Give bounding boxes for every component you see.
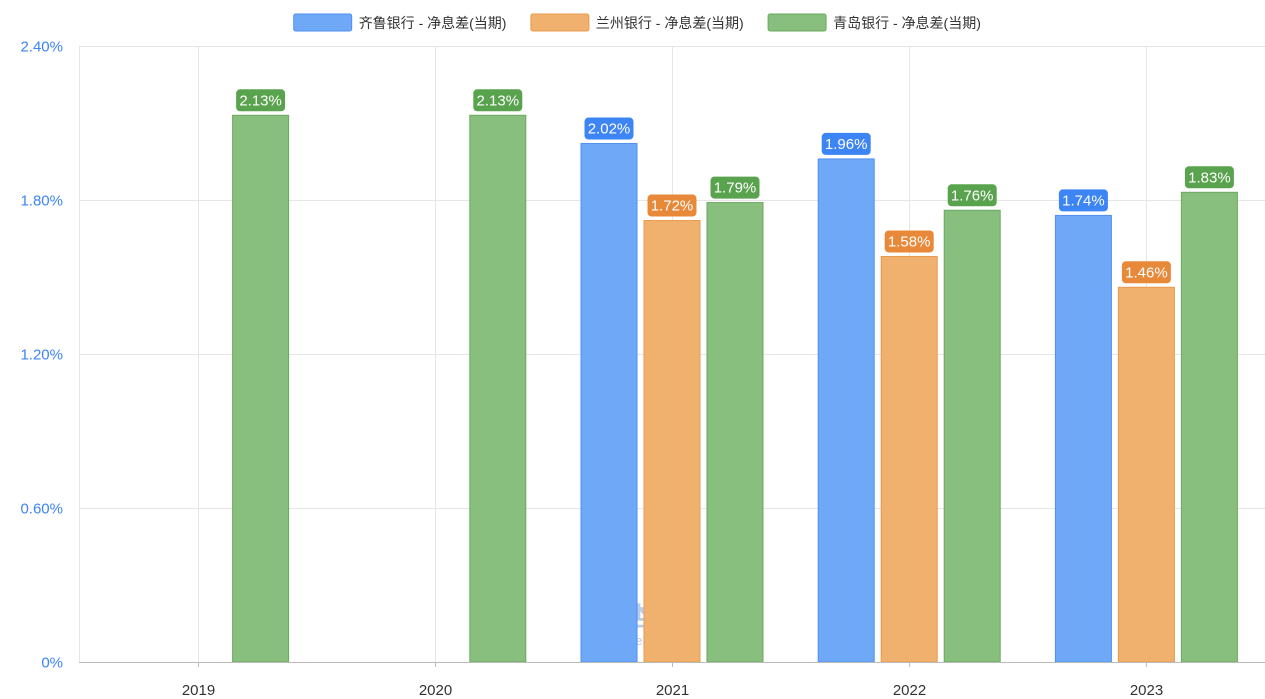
legend-label: 兰州银行 - 净息差(当期)	[596, 15, 744, 31]
y-tick-label: 0.60%	[20, 501, 63, 518]
data-label: 2.13%	[239, 92, 282, 109]
y-tick-label: 0%	[41, 655, 63, 672]
data-label-badge	[884, 230, 934, 253]
y-tick-label: 1.20%	[20, 347, 63, 364]
y-tick-label: 2.40%	[20, 39, 63, 56]
data-label: 1.74%	[1062, 192, 1105, 209]
legend-label: 青岛银行 - 净息差(当期)	[833, 15, 981, 31]
data-label: 2.02%	[588, 121, 631, 138]
data-label-badge	[947, 184, 997, 207]
data-label: 1.46%	[1125, 264, 1168, 281]
bar	[580, 143, 638, 663]
legend-swatch	[767, 13, 827, 32]
bar	[706, 202, 764, 663]
x-tick-label: 2020	[419, 682, 452, 699]
bar	[880, 255, 938, 663]
bar	[469, 114, 527, 663]
data-label-badge	[1184, 166, 1234, 189]
data-label: 1.83%	[1188, 169, 1231, 186]
legend-swatch	[530, 13, 590, 32]
x-tick-label: 2021	[656, 682, 689, 699]
bar	[943, 209, 1001, 663]
data-label-badge	[473, 89, 523, 112]
data-label-badge	[710, 176, 760, 199]
bar	[1054, 214, 1112, 663]
data-label-badge	[647, 194, 697, 217]
bar	[232, 114, 290, 663]
bar	[1180, 191, 1238, 663]
x-tick-label: 2022	[893, 682, 926, 699]
data-label-badge	[584, 117, 634, 140]
bar	[1117, 286, 1175, 663]
legend-label: 齐鲁银行 - 净息差(当期)	[359, 15, 507, 31]
data-label: 2.13%	[477, 92, 520, 109]
x-tick-label: 2023	[1130, 682, 1163, 699]
bars	[232, 114, 1238, 663]
legend: 齐鲁银行 - 净息差(当期) 兰州银行 - 净息差(当期) 青岛银行 - 净息差(当…	[293, 13, 981, 32]
data-label-badge	[1121, 261, 1171, 284]
bar	[817, 158, 875, 663]
data-label: 1.72%	[651, 198, 694, 215]
data-label: 1.96%	[825, 136, 868, 153]
data-label-badge	[821, 132, 871, 155]
data-label: 1.58%	[888, 233, 931, 250]
x-tick-label: 2019	[182, 682, 215, 699]
data-label-badge	[236, 89, 286, 112]
legend-swatch	[293, 13, 353, 32]
bar	[643, 220, 701, 663]
axes: 0% 0.60% 1.20% 1.80% 2.40% 2019 2020 2021 2022 20…	[20, 39, 1265, 699]
data-labels: 2.13% 2.13% 2.02% 1.72% 1.79% 1.96% 1.58% 1.76%…	[236, 89, 1234, 284]
data-label-badge	[1058, 189, 1108, 212]
data-label: 1.76%	[951, 187, 994, 204]
y-tick-label: 1.80%	[20, 193, 63, 210]
data-label: 1.79%	[714, 180, 757, 197]
